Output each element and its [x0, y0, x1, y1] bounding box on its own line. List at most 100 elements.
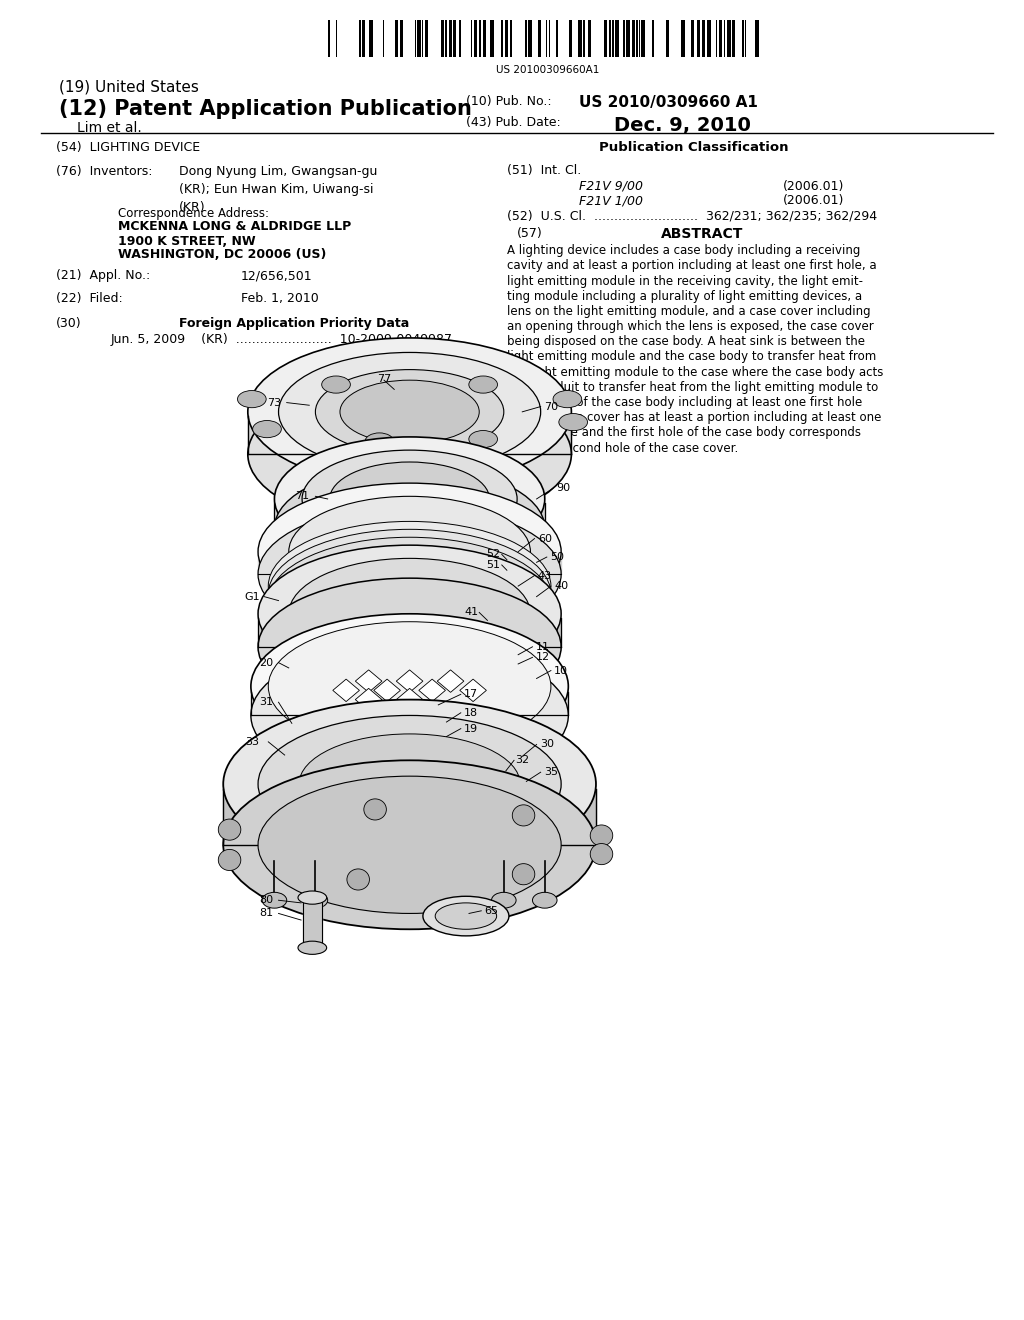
Text: Foreign Application Priority Data: Foreign Application Priority Data [179, 317, 410, 330]
Text: Correspondence Address:: Correspondence Address: [118, 207, 268, 220]
Ellipse shape [298, 891, 327, 904]
Text: and the case cover has at least a portion including at least one: and the case cover has at least a portio… [507, 411, 882, 424]
Bar [641, 20, 645, 57]
Text: light emitting module and the case body to transfer heat from: light emitting module and the case body … [507, 350, 877, 363]
Bar [724, 20, 725, 57]
Bar [721, 20, 722, 57]
Bar [549, 20, 550, 57]
Bar [441, 20, 444, 57]
Ellipse shape [268, 537, 551, 667]
Text: (54)  LIGHTING DEVICE: (54) LIGHTING DEVICE [56, 141, 201, 154]
Text: (76)  Inventors:: (76) Inventors: [56, 165, 153, 178]
Bar [696, 20, 700, 57]
Text: (19) United States: (19) United States [59, 79, 200, 94]
Polygon shape [251, 692, 568, 715]
Polygon shape [419, 678, 445, 702]
Bar [362, 20, 365, 57]
Ellipse shape [279, 352, 541, 471]
Bar [425, 20, 428, 57]
Text: 33: 33 [245, 737, 259, 747]
Bar [579, 20, 582, 57]
Bar [538, 20, 541, 57]
Ellipse shape [258, 578, 561, 715]
Text: (10) Pub. No.:: (10) Pub. No.: [466, 95, 552, 108]
Text: (52)  U.S. Cl.  ..........................  362/231; 362/235; 362/294: (52) U.S. Cl. ..........................… [507, 210, 877, 223]
Text: cavity and at least a portion including at least one first hole, a: cavity and at least a portion including … [507, 260, 877, 272]
Polygon shape [248, 416, 571, 454]
Polygon shape [303, 898, 322, 948]
Ellipse shape [258, 506, 561, 643]
Ellipse shape [469, 376, 498, 393]
Bar [615, 20, 618, 57]
Bar [626, 20, 630, 57]
Bar [506, 20, 508, 57]
Bar [546, 20, 547, 57]
Bar [525, 20, 527, 57]
Text: A lighting device includes a case body including a receiving: A lighting device includes a case body i… [507, 244, 860, 257]
Text: 50: 50 [550, 552, 564, 562]
Bar [449, 20, 452, 57]
Bar [460, 20, 462, 57]
Ellipse shape [258, 483, 561, 620]
Polygon shape [274, 503, 545, 528]
Ellipse shape [322, 376, 350, 393]
Text: 52: 52 [486, 549, 501, 560]
Text: 31: 31 [259, 697, 273, 708]
Ellipse shape [340, 380, 479, 444]
Ellipse shape [268, 521, 551, 651]
Bar [636, 20, 638, 57]
Bar [732, 20, 735, 57]
Bar [482, 20, 486, 57]
Polygon shape [355, 689, 382, 710]
Ellipse shape [423, 896, 509, 936]
Bar [336, 20, 337, 57]
Text: WASHINGTON, DC 20006 (US): WASHINGTON, DC 20006 (US) [118, 248, 326, 261]
Ellipse shape [330, 462, 489, 536]
Text: Jun. 5, 2009    (KR)  ........................  10-2009-0049987: Jun. 5, 2009 (KR) ......................… [111, 333, 453, 346]
Bar [756, 20, 759, 57]
Bar [742, 20, 744, 57]
Bar [716, 20, 717, 57]
Text: 10: 10 [554, 665, 568, 676]
Bar [639, 20, 640, 57]
Bar [568, 20, 572, 57]
Bar [471, 20, 472, 57]
Bar [651, 20, 654, 57]
Ellipse shape [289, 496, 530, 607]
Text: 41: 41 [464, 607, 478, 618]
Text: (22)  Filed:: (22) Filed: [56, 292, 123, 305]
Bar [588, 20, 591, 57]
Text: (43) Pub. Date:: (43) Pub. Date: [466, 116, 561, 129]
Bar [328, 20, 330, 57]
Bar [479, 20, 481, 57]
Polygon shape [374, 678, 400, 702]
Text: 90: 90 [556, 483, 570, 494]
Text: ting module including a plurality of light emitting devices, a: ting module including a plurality of lig… [507, 289, 862, 302]
Bar [383, 20, 384, 57]
Ellipse shape [274, 466, 545, 590]
Text: 18: 18 [464, 708, 478, 718]
Text: 77: 77 [377, 374, 391, 384]
Bar [632, 20, 635, 57]
Ellipse shape [492, 892, 516, 908]
Text: lens on the light emitting module, and a case cover including: lens on the light emitting module, and a… [507, 305, 870, 318]
Bar [528, 20, 531, 57]
Text: 60: 60 [538, 533, 552, 544]
Text: as a conduit to transfer heat from the light emitting module to: as a conduit to transfer heat from the l… [507, 380, 879, 393]
Ellipse shape [223, 760, 596, 929]
Text: the portion of the case body including at least one first hole: the portion of the case body including a… [507, 396, 862, 409]
Bar [729, 20, 730, 57]
Ellipse shape [302, 450, 517, 548]
Bar [510, 20, 512, 57]
Ellipse shape [258, 715, 561, 853]
Text: (21)  Appl. No.:: (21) Appl. No.: [56, 269, 151, 282]
Bar [708, 20, 711, 57]
Text: 17: 17 [464, 689, 478, 700]
Ellipse shape [414, 763, 434, 774]
Text: (51)  Int. Cl.: (51) Int. Cl. [507, 164, 582, 177]
Text: the light emitting module to the case where the case body acts: the light emitting module to the case wh… [507, 366, 884, 379]
Text: US 2010/0309660 A1: US 2010/0309660 A1 [579, 95, 758, 110]
Bar [681, 20, 684, 57]
Text: F21V 1/00: F21V 1/00 [579, 194, 643, 207]
Ellipse shape [258, 776, 561, 913]
